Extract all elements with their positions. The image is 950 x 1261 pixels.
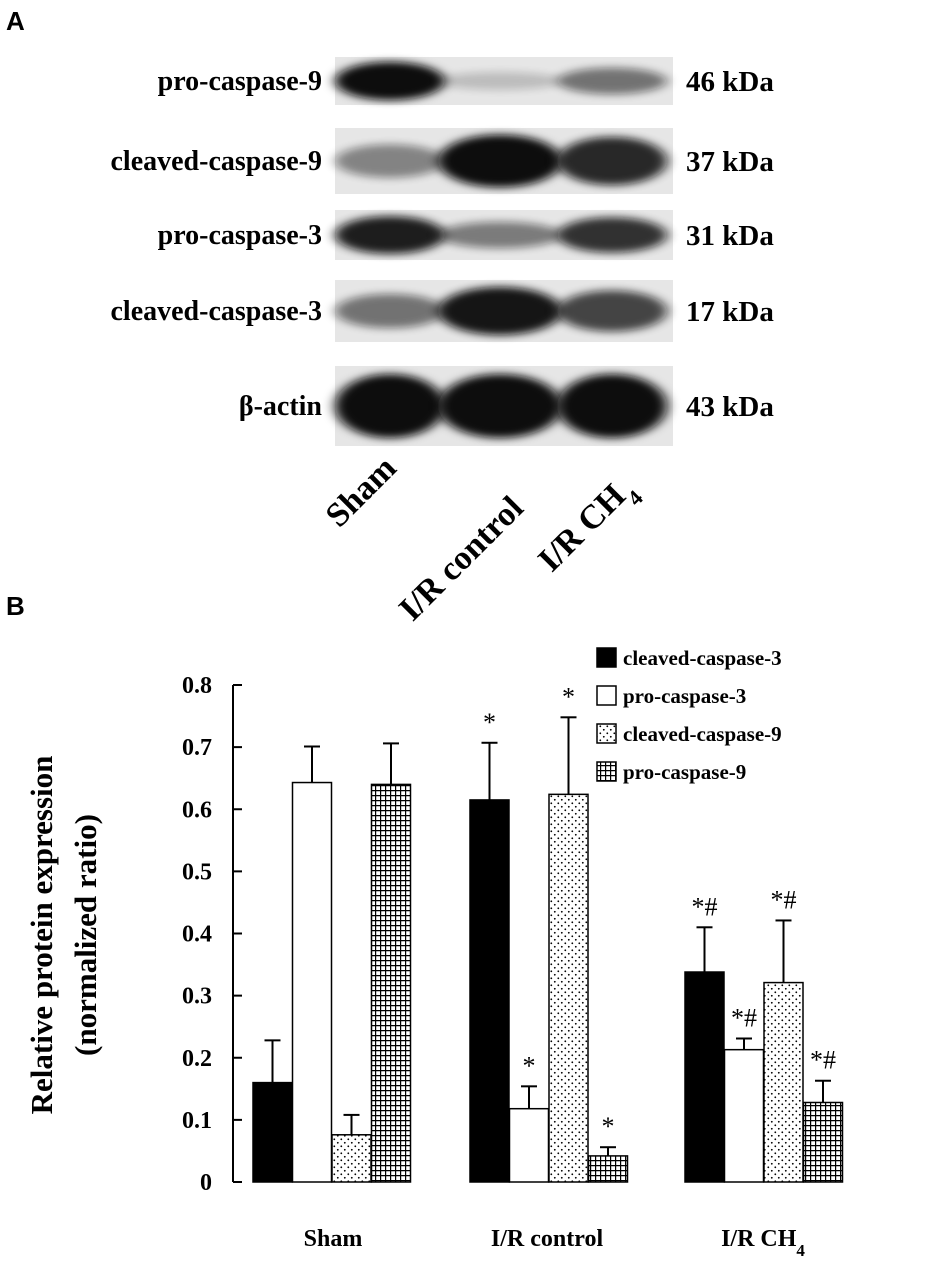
lane-label: I/R control [392,489,531,628]
legend-swatch [596,723,617,744]
blot-band [335,374,445,438]
y-tick-label: 0.5 [182,859,212,885]
legend-item: pro-caspase-3 [596,684,746,708]
blot-row: cleaved-caspase-9 37 kDa [110,128,774,194]
blot-row-label: cleaved-caspase-9 [110,146,322,177]
blot-row: pro-caspase-3 31 kDa [158,210,774,260]
legend-label: cleaved-caspase-9 [623,722,782,746]
blot-band [557,290,667,332]
blot-band [335,144,445,178]
blot-band [438,221,562,249]
western-blot-panel: A pro-caspase-9 46 kDa cleaved-caspase-9 37… [6,6,774,628]
kda-label: 43 kDa [686,391,774,423]
bar [802,1101,844,1183]
panel-letter-b: B [6,591,25,621]
lane-label: Sham [319,449,404,534]
blot-band [557,217,667,253]
lane-label-subscript: 4 [622,485,647,510]
blot-band [438,374,562,438]
bar-group [252,742,412,1183]
significance-mark: * [523,1051,536,1080]
y-tick-label: 0.2 [182,1046,212,1072]
significance-mark: * [602,1112,615,1141]
blot-row: cleaved-caspase-3 17 kDa [110,280,774,342]
y-tick-label: 0.3 [182,984,212,1010]
y-axis: 0 0.1 0.2 0.3 0.4 0.5 0.6 0.7 0.8 [182,673,242,1196]
significance-mark: *# [692,892,718,921]
blot-band [335,216,445,254]
x-category-subscript: 4 [796,1241,805,1260]
kda-label: 46 kDa [686,66,774,98]
blot-row-label: pro-caspase-9 [158,66,322,97]
bar [252,1081,293,1183]
legend-swatch [596,647,617,668]
blot-band [335,61,445,101]
blot-row: pro-caspase-9 46 kDa [158,57,774,105]
bar [684,971,725,1183]
legend-item: pro-caspase-9 [596,760,746,784]
y-tick-label: 0 [200,1170,212,1196]
y-axis-title: Relative protein expression (normalized … [24,756,103,1115]
kda-label: 37 kDa [686,146,774,178]
x-axis-category-labels: Sham I/R control I/R CH4 [304,1226,806,1260]
y-tick-label: 0.6 [182,797,212,823]
significance-mark: *# [810,1046,836,1075]
bars: * * * * *# *# *# *# [252,682,844,1183]
legend-item: cleaved-caspase-3 [596,646,782,670]
blot-row: β-actin 43 kDa [239,366,774,446]
y-tick-label: 0.1 [182,1108,212,1134]
bar [723,1048,765,1183]
y-axis-title-line2: (normalized ratio) [68,814,103,1056]
legend-label: pro-caspase-9 [623,760,746,784]
blot-band [438,134,562,188]
significance-mark: * [483,708,496,737]
bar [331,1134,372,1183]
bar-chart-panel: B Relative protein expression (normalize… [6,591,844,1260]
significance-mark: * [562,682,575,711]
bar-group: * * * * [469,682,629,1183]
y-tick-label: 0.8 [182,673,212,699]
lane-label: I/R CH4 [531,469,647,585]
significance-mark: *# [731,1003,757,1032]
significance-mark: *# [771,885,797,914]
bar-group: *# *# *# *# [684,885,844,1183]
legend-swatch [596,685,617,706]
bar [763,981,804,1183]
blot-band [335,293,445,329]
blot-row-label: pro-caspase-3 [158,220,322,251]
x-category-label: Sham [304,1226,363,1252]
panel-letter-a: A [6,6,25,36]
kda-label: 31 kDa [686,220,774,252]
blot-band [438,72,562,90]
y-axis-title-line1: Relative protein expression [24,756,59,1115]
x-category-label: I/R control [491,1226,604,1252]
bar [587,1155,629,1183]
blot-band [557,374,667,438]
legend: cleaved-caspase-3 pro-caspase-3 cleaved-ca… [596,646,782,784]
y-tick-label: 0.7 [182,735,212,761]
blot-band [557,136,667,186]
x-category-label: I/R CH4 [721,1226,805,1260]
y-tick-label: 0.4 [182,922,212,948]
blot-row-label: β-actin [239,391,323,422]
bar [508,1107,550,1183]
blot-band [438,286,562,336]
blot-row-label: cleaved-caspase-3 [110,296,322,327]
legend-label: pro-caspase-3 [623,684,746,708]
blot-band [557,67,667,95]
bar [548,793,589,1183]
legend-swatch [596,761,617,782]
kda-label: 17 kDa [686,296,774,328]
legend-label: cleaved-caspase-3 [623,646,782,670]
bar [469,799,510,1183]
bar [370,783,412,1183]
legend-item: cleaved-caspase-9 [596,722,782,746]
bar [291,781,333,1183]
